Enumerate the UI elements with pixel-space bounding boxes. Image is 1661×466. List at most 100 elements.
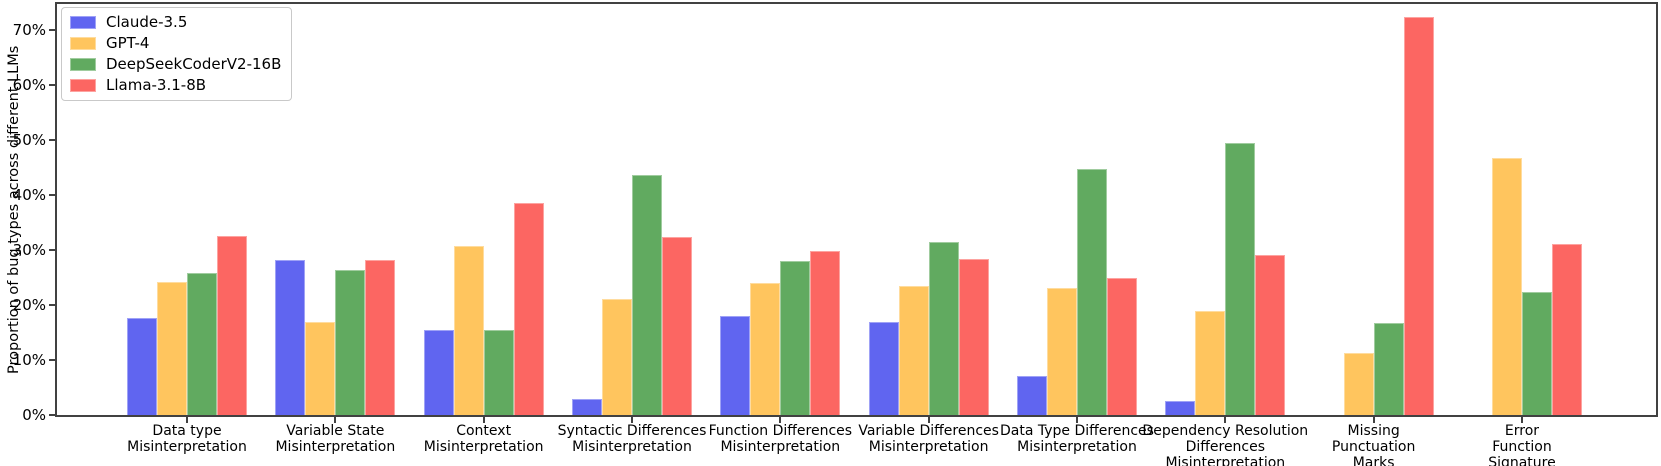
y-tick-mark-40 bbox=[49, 194, 55, 197]
bar-deepseekcoderv2-16b-dependency-resolution-differences-misinterpretation bbox=[1225, 143, 1256, 415]
x-tick-label-line: Context bbox=[456, 423, 512, 439]
legend-item-gpt-4: GPT-4 bbox=[70, 35, 281, 52]
x-tick-label-line: Misinterpretation bbox=[275, 439, 396, 455]
x-tick-label-missing-punctuation-marks: Missing Punctuation Marks bbox=[1269, 423, 1479, 466]
legend-label: DeepSeekCoderV2-16B bbox=[106, 55, 282, 73]
x-tick-mark-missing-punctuation-marks bbox=[1372, 417, 1375, 423]
bar-llama-3-1-8b-dependency-resolution-differences-misinterpretation bbox=[1255, 254, 1286, 415]
bar-gpt-4-function-differences-misinterpretation bbox=[750, 282, 781, 415]
legend-swatch-claude-3-5 bbox=[70, 16, 96, 29]
bar-llama-3-1-8b-variable-differences-misinterpretation bbox=[958, 258, 989, 415]
bar-llama-3-1-8b-data-type-misinterpretation bbox=[217, 236, 247, 415]
legend-item-claude-3-5: Claude-3.5 bbox=[70, 14, 281, 31]
x-tick-label-line: Error bbox=[1504, 423, 1540, 439]
x-tick-label-line: Dependency Resolution bbox=[1142, 423, 1309, 439]
x-tick-label-variable-differences-misinterpretation: Variable Differences Misinterpretation bbox=[824, 423, 1034, 455]
bar-claude-3-5-context-misinterpretation bbox=[423, 330, 454, 415]
bar-gpt-4-data-type-differences-misinterpretation bbox=[1046, 287, 1077, 415]
bar-llama-3-1-8b-missing-punctuation-marks bbox=[1403, 17, 1434, 415]
bar-deepseekcoderv2-16b-missing-punctuation-marks bbox=[1373, 323, 1404, 415]
bar-claude-3-5-variable-differences-misinterpretation bbox=[868, 321, 899, 415]
legend-swatch-gpt-4 bbox=[70, 37, 96, 50]
x-tick-label-data-type-misinterpretation: Data type Misinterpretation bbox=[82, 423, 292, 455]
bar-llama-3-1-8b-context-misinterpretation bbox=[513, 203, 544, 415]
bar-deepseekcoderv2-16b-variable-differences-misinterpretation bbox=[928, 242, 959, 415]
x-tick-mark-data-type-differences-misinterpretation bbox=[1075, 417, 1078, 423]
legend-item-deepseekcoderv2-16b: DeepSeekCoderV2-16B bbox=[70, 56, 281, 73]
x-tick-label-function-differences-misinterpretation: Function Differences Misinterpretation bbox=[675, 423, 885, 455]
bar-gpt-4-error-function-signature bbox=[1491, 158, 1522, 415]
x-tick-mark-function-differences-misinterpretation bbox=[779, 417, 782, 423]
bar-claude-3-5-function-differences-misinterpretation bbox=[720, 316, 751, 415]
x-tick-label-error-function-signature: Error Function Signature bbox=[1417, 423, 1627, 466]
bar-deepseekcoderv2-16b-context-misinterpretation bbox=[483, 330, 514, 415]
x-tick-label-line: Syntactic Differences bbox=[557, 423, 707, 439]
bar-gpt-4-variable-differences-misinterpretation bbox=[898, 286, 929, 415]
x-tick-mark-variable-differences-misinterpretation bbox=[927, 417, 930, 423]
y-tick-label-10: 10% bbox=[12, 350, 46, 369]
bar-gpt-4-missing-punctuation-marks bbox=[1343, 353, 1374, 415]
x-tick-mark-variable-state-misinterpretation bbox=[334, 417, 337, 423]
x-tick-mark-error-function-signature bbox=[1520, 417, 1523, 423]
x-tick-label-line: Variable State bbox=[286, 423, 385, 439]
legend-label: Claude-3.5 bbox=[106, 13, 188, 31]
x-tick-label-line: Differences bbox=[1185, 439, 1266, 455]
y-tick-label-60: 60% bbox=[12, 75, 46, 94]
y-tick-label-40: 40% bbox=[12, 185, 46, 204]
bar-llama-3-1-8b-syntactic-differences-misinterpretation bbox=[661, 236, 692, 415]
y-tick-label-70: 70% bbox=[12, 20, 46, 39]
x-tick-label-line: Variable Differences bbox=[858, 423, 999, 439]
x-tick-label-line: Misinterpretation bbox=[572, 439, 692, 455]
x-tick-label-line: Misinterpretation bbox=[1165, 455, 1286, 466]
y-tick-mark-20 bbox=[49, 304, 55, 307]
y-tick-mark-60 bbox=[49, 84, 55, 87]
x-tick-label-line: Misinterpretation bbox=[720, 439, 841, 455]
bar-gpt-4-data-type-misinterpretation bbox=[157, 282, 187, 415]
x-tick-mark-data-type-misinterpretation bbox=[186, 417, 188, 423]
x-tick-label-context-misinterpretation: Context Misinterpretation bbox=[379, 423, 589, 455]
bar-claude-3-5-data-type-misinterpretation bbox=[127, 317, 157, 415]
bar-claude-3-5-syntactic-differences-misinterpretation bbox=[571, 399, 602, 415]
x-tick-mark-syntactic-differences-misinterpretation bbox=[630, 417, 633, 423]
x-tick-label-variable-state-misinterpretation: Variable State Misinterpretation bbox=[230, 423, 440, 455]
y-tick-label-30: 30% bbox=[12, 240, 46, 259]
y-tick-mark-10 bbox=[49, 359, 55, 362]
bar-deepseekcoderv2-16b-data-type-misinterpretation bbox=[187, 273, 217, 415]
bar-llama-3-1-8b-function-differences-misinterpretation bbox=[810, 251, 841, 415]
plot-area: Claude-3.5 GPT-4 DeepSeekCoderV2-16B Llama-… bbox=[55, 2, 1658, 417]
y-tick-mark-0 bbox=[49, 414, 55, 416]
bar-llama-3-1-8b-error-function-signature bbox=[1551, 243, 1582, 415]
bar-llama-3-1-8b-data-type-differences-misinterpretation bbox=[1106, 277, 1137, 415]
x-tick-mark-dependency-resolution-differences-misinterpretation bbox=[1224, 417, 1227, 423]
bar-gpt-4-variable-state-misinterpretation bbox=[305, 321, 336, 415]
bar-deepseekcoderv2-16b-error-function-signature bbox=[1521, 292, 1552, 415]
bar-llama-3-1-8b-variable-state-misinterpretation bbox=[365, 259, 396, 415]
bar-gpt-4-dependency-resolution-differences-misinterpretation bbox=[1195, 310, 1226, 415]
x-tick-label-line: Misinterpretation bbox=[127, 439, 247, 455]
y-tick-label-0: 0% bbox=[22, 405, 46, 424]
y-tick-label-50: 50% bbox=[12, 130, 46, 149]
legend-label: GPT-4 bbox=[106, 34, 150, 52]
x-tick-label-line: Misinterpretation bbox=[868, 439, 989, 455]
bar-claude-3-5-variable-state-misinterpretation bbox=[275, 259, 306, 415]
x-tick-label-line: Misinterpretation bbox=[1017, 439, 1137, 455]
x-tick-label-data-type-differences-misinterpretation: Data Type Differences Misinterpretation bbox=[972, 423, 1182, 455]
x-tick-label-line: Marks bbox=[1352, 455, 1395, 466]
x-tick-label-line: Signature bbox=[1488, 455, 1556, 466]
legend-item-llama-3-1-8b: Llama-3.1-8B bbox=[70, 77, 281, 94]
x-tick-label-line: Data type bbox=[152, 423, 222, 439]
bar-deepseekcoderv2-16b-function-differences-misinterpretation bbox=[780, 260, 811, 415]
x-tick-label-syntactic-differences-misinterpretation: Syntactic Differences Misinterpretation bbox=[527, 423, 737, 455]
x-tick-label-dependency-resolution-differences-misinterpretation: Dependency Resolution Differences Misinter… bbox=[1120, 423, 1330, 466]
x-tick-label-line: Data Type Differences bbox=[999, 423, 1154, 439]
bar-claude-3-5-dependency-resolution-differences-misinterpretation bbox=[1165, 401, 1196, 415]
x-tick-label-line: Function Differences bbox=[708, 423, 853, 439]
legend: Claude-3.5 GPT-4 DeepSeekCoderV2-16B Llama-… bbox=[61, 7, 293, 101]
bar-claude-3-5-data-type-differences-misinterpretation bbox=[1016, 376, 1047, 415]
bar-deepseekcoderv2-16b-data-type-differences-misinterpretation bbox=[1076, 169, 1107, 415]
legend-label: Llama-3.1-8B bbox=[106, 76, 207, 94]
y-tick-mark-70 bbox=[49, 29, 55, 32]
legend-swatch-deepseekcoderv2-16b bbox=[70, 58, 96, 71]
x-tick-label-line: Misinterpretation bbox=[423, 439, 544, 455]
